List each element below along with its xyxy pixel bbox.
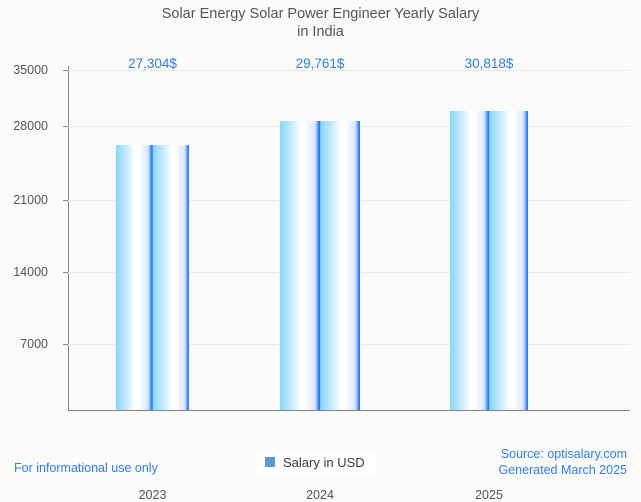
bar-2024[interactable] [280, 121, 360, 410]
chart-legend: Salary in USD [255, 450, 375, 474]
y-tick-label-21000: 21000 [13, 193, 48, 207]
y-tick-label-28000: 28000 [13, 119, 48, 133]
footer-disclaimer: For informational use only [14, 461, 158, 475]
bar-value-2025: 30,818$ [464, 56, 514, 71]
bar-2025[interactable] [450, 111, 528, 410]
y-tick-mark-21000 [63, 200, 68, 201]
chart-title-line-2: in India [297, 24, 344, 40]
y-tick-mark-35000 [63, 70, 68, 71]
bar-2023[interactable] [116, 145, 189, 410]
legend-swatch-icon [265, 457, 275, 467]
y-axis-line [68, 66, 69, 411]
plot-area: 35000 28000 21000 14000 7000 27,304$ 29,… [13, 56, 630, 502]
legend-item-label: Salary in USD [283, 454, 365, 470]
y-tick-mark-14000 [63, 272, 68, 273]
y-tick-mark-7000 [63, 344, 68, 345]
y-tick-label-14000: 14000 [13, 265, 48, 279]
x-tick-label-2023: 2023 [138, 488, 167, 502]
bar-chart: Solar Energy Solar Power Engineer Yearly… [0, 5, 641, 502]
footer-generated: Generated March 2025 [498, 463, 627, 477]
chart-title-line-1: Solar Energy Solar Power Engineer Yearly… [161, 6, 480, 22]
y-tick-mark-28000 [63, 126, 68, 127]
x-axis-line [68, 410, 630, 411]
bar-value-2024: 29,761$ [295, 56, 345, 71]
footer-source: Source: optisalary.com [500, 447, 627, 461]
x-tick-label-2025: 2025 [475, 488, 503, 502]
y-tick-label-35000: 35000 [13, 63, 48, 77]
bar-value-2023: 27,304$ [128, 56, 177, 71]
chart-title: Solar Energy Solar Power Engineer Yearly… [0, 5, 641, 41]
gridline-35000: 35000 [13, 63, 630, 77]
y-tick-label-7000: 7000 [20, 337, 48, 351]
footer-source-block: Source: optisalary.com Generated March 2… [498, 446, 627, 478]
x-tick-label-2024: 2024 [306, 488, 334, 502]
